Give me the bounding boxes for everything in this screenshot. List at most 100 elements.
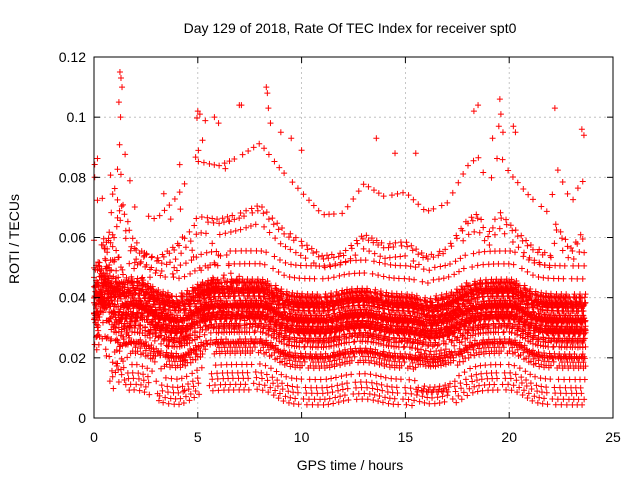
data-point <box>342 247 349 254</box>
data-point <box>287 230 294 237</box>
data-point <box>206 382 213 389</box>
data-point <box>352 379 359 386</box>
data-point <box>554 396 561 403</box>
data-point <box>319 275 326 282</box>
data-point <box>328 375 335 382</box>
data-point <box>297 262 304 269</box>
data-point <box>113 347 120 354</box>
data-point <box>177 395 184 402</box>
data-point <box>306 376 313 383</box>
data-point <box>426 267 433 274</box>
data-point <box>166 358 173 365</box>
data-point <box>491 231 498 238</box>
data-point <box>348 245 355 252</box>
data-point <box>419 278 426 285</box>
data-point <box>386 254 393 261</box>
data-point <box>400 189 407 196</box>
data-point <box>226 218 233 225</box>
data-point <box>107 172 114 179</box>
data-point <box>578 390 585 397</box>
data-point <box>209 376 216 383</box>
data-point <box>282 259 289 266</box>
data-point <box>269 374 276 381</box>
data-point <box>209 215 216 222</box>
data-point <box>222 165 229 172</box>
data-point <box>502 375 509 382</box>
data-point <box>136 387 143 394</box>
data-point <box>270 265 277 272</box>
data-point <box>193 215 200 222</box>
data-point <box>334 382 341 389</box>
data-point <box>174 384 181 391</box>
data-point <box>156 392 163 399</box>
data-point <box>358 233 365 240</box>
data-point <box>440 275 447 282</box>
data-point <box>216 344 223 351</box>
data-point <box>281 230 288 237</box>
data-point <box>415 261 422 268</box>
data-point <box>555 355 562 362</box>
data-point <box>509 227 516 234</box>
data-point <box>323 384 330 391</box>
data-point <box>454 334 461 341</box>
data-point <box>509 344 516 351</box>
data-point <box>158 382 165 389</box>
data-point <box>270 392 277 399</box>
data-point <box>403 401 410 408</box>
data-point <box>429 394 436 401</box>
data-point <box>296 275 303 282</box>
data-point <box>503 221 510 228</box>
data-point <box>288 375 295 382</box>
data-point <box>167 259 174 266</box>
data-point <box>332 394 339 401</box>
data-point <box>374 386 381 393</box>
data-point <box>122 235 129 242</box>
data-point <box>514 179 521 186</box>
data-point <box>308 245 315 252</box>
data-point <box>306 355 313 362</box>
data-point <box>447 240 454 247</box>
data-point <box>256 340 263 347</box>
data-point <box>473 377 480 384</box>
data-point <box>246 260 253 267</box>
data-point <box>341 271 348 278</box>
data-point <box>362 357 369 364</box>
data-point <box>275 395 282 402</box>
data-point <box>523 377 530 384</box>
data-point <box>438 362 445 369</box>
data-point <box>115 339 122 346</box>
data-point <box>456 372 463 379</box>
data-point <box>558 401 565 408</box>
data-point <box>570 262 577 269</box>
data-point <box>424 256 431 263</box>
data-point <box>219 215 226 222</box>
data-point <box>449 396 456 403</box>
data-point <box>444 199 451 206</box>
data-point <box>214 370 221 377</box>
data-point <box>409 247 416 254</box>
data-point <box>106 378 113 385</box>
data-point <box>126 227 133 234</box>
data-point <box>328 290 335 297</box>
data-point <box>480 336 487 343</box>
data-point <box>499 156 506 163</box>
data-point <box>524 394 531 401</box>
data-point <box>431 264 438 271</box>
data-point <box>182 244 189 251</box>
data-point <box>145 213 152 220</box>
data-point <box>463 381 470 388</box>
data-point <box>319 252 326 259</box>
data-point <box>164 383 171 390</box>
data-point <box>176 401 183 408</box>
data-point <box>356 370 363 377</box>
data-point <box>559 359 566 366</box>
data-point <box>434 394 441 401</box>
data-point <box>256 381 263 388</box>
data-point <box>303 354 310 361</box>
data-point <box>317 376 324 383</box>
data-point <box>209 387 216 394</box>
data-point <box>570 359 577 366</box>
data-point <box>337 250 344 257</box>
data-point <box>535 273 542 280</box>
data-point <box>106 353 113 360</box>
